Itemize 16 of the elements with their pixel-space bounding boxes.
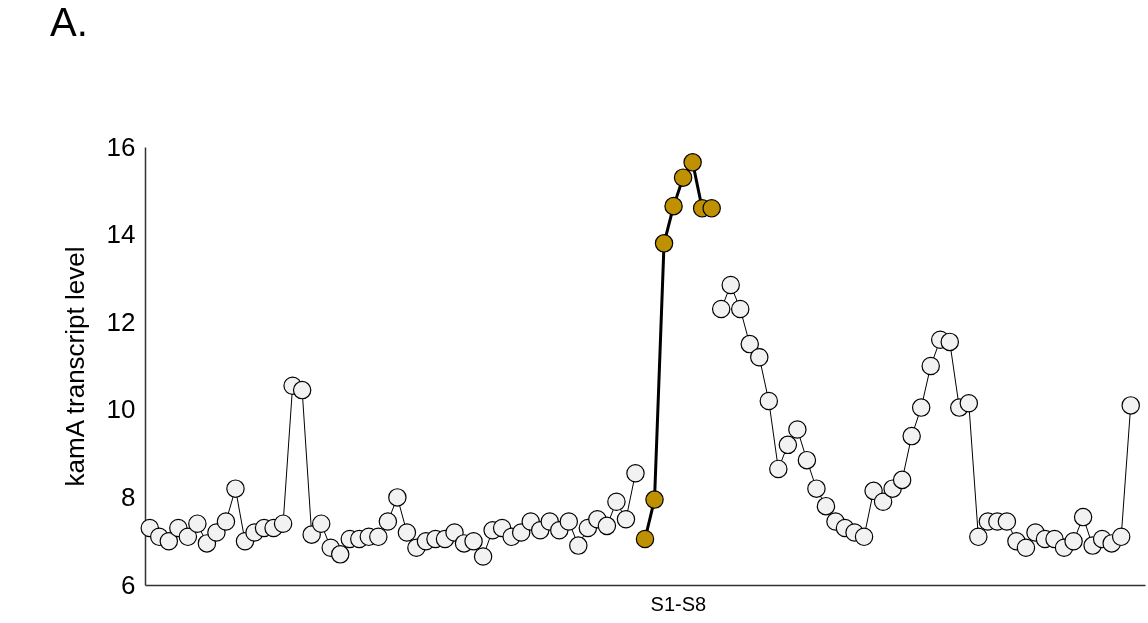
text: S1-S8 (650, 593, 707, 615)
y-axis-title: kamA transcript level (59, 246, 90, 487)
point (664, 196, 683, 216)
y-tick-label: 10 (106, 394, 136, 425)
point (673, 168, 693, 187)
y-tick-label: 12 (106, 306, 136, 337)
point (683, 153, 702, 172)
point (654, 234, 674, 253)
y-tick-label: 8 (121, 481, 136, 512)
y-tick-label: 14 (106, 219, 136, 250)
point (645, 490, 664, 509)
y-tick-label: 16 (106, 131, 136, 162)
chart-title: A. (50, 0, 88, 44)
y-tick-label: 6 (121, 569, 136, 600)
point (635, 529, 655, 549)
point (702, 199, 721, 218)
